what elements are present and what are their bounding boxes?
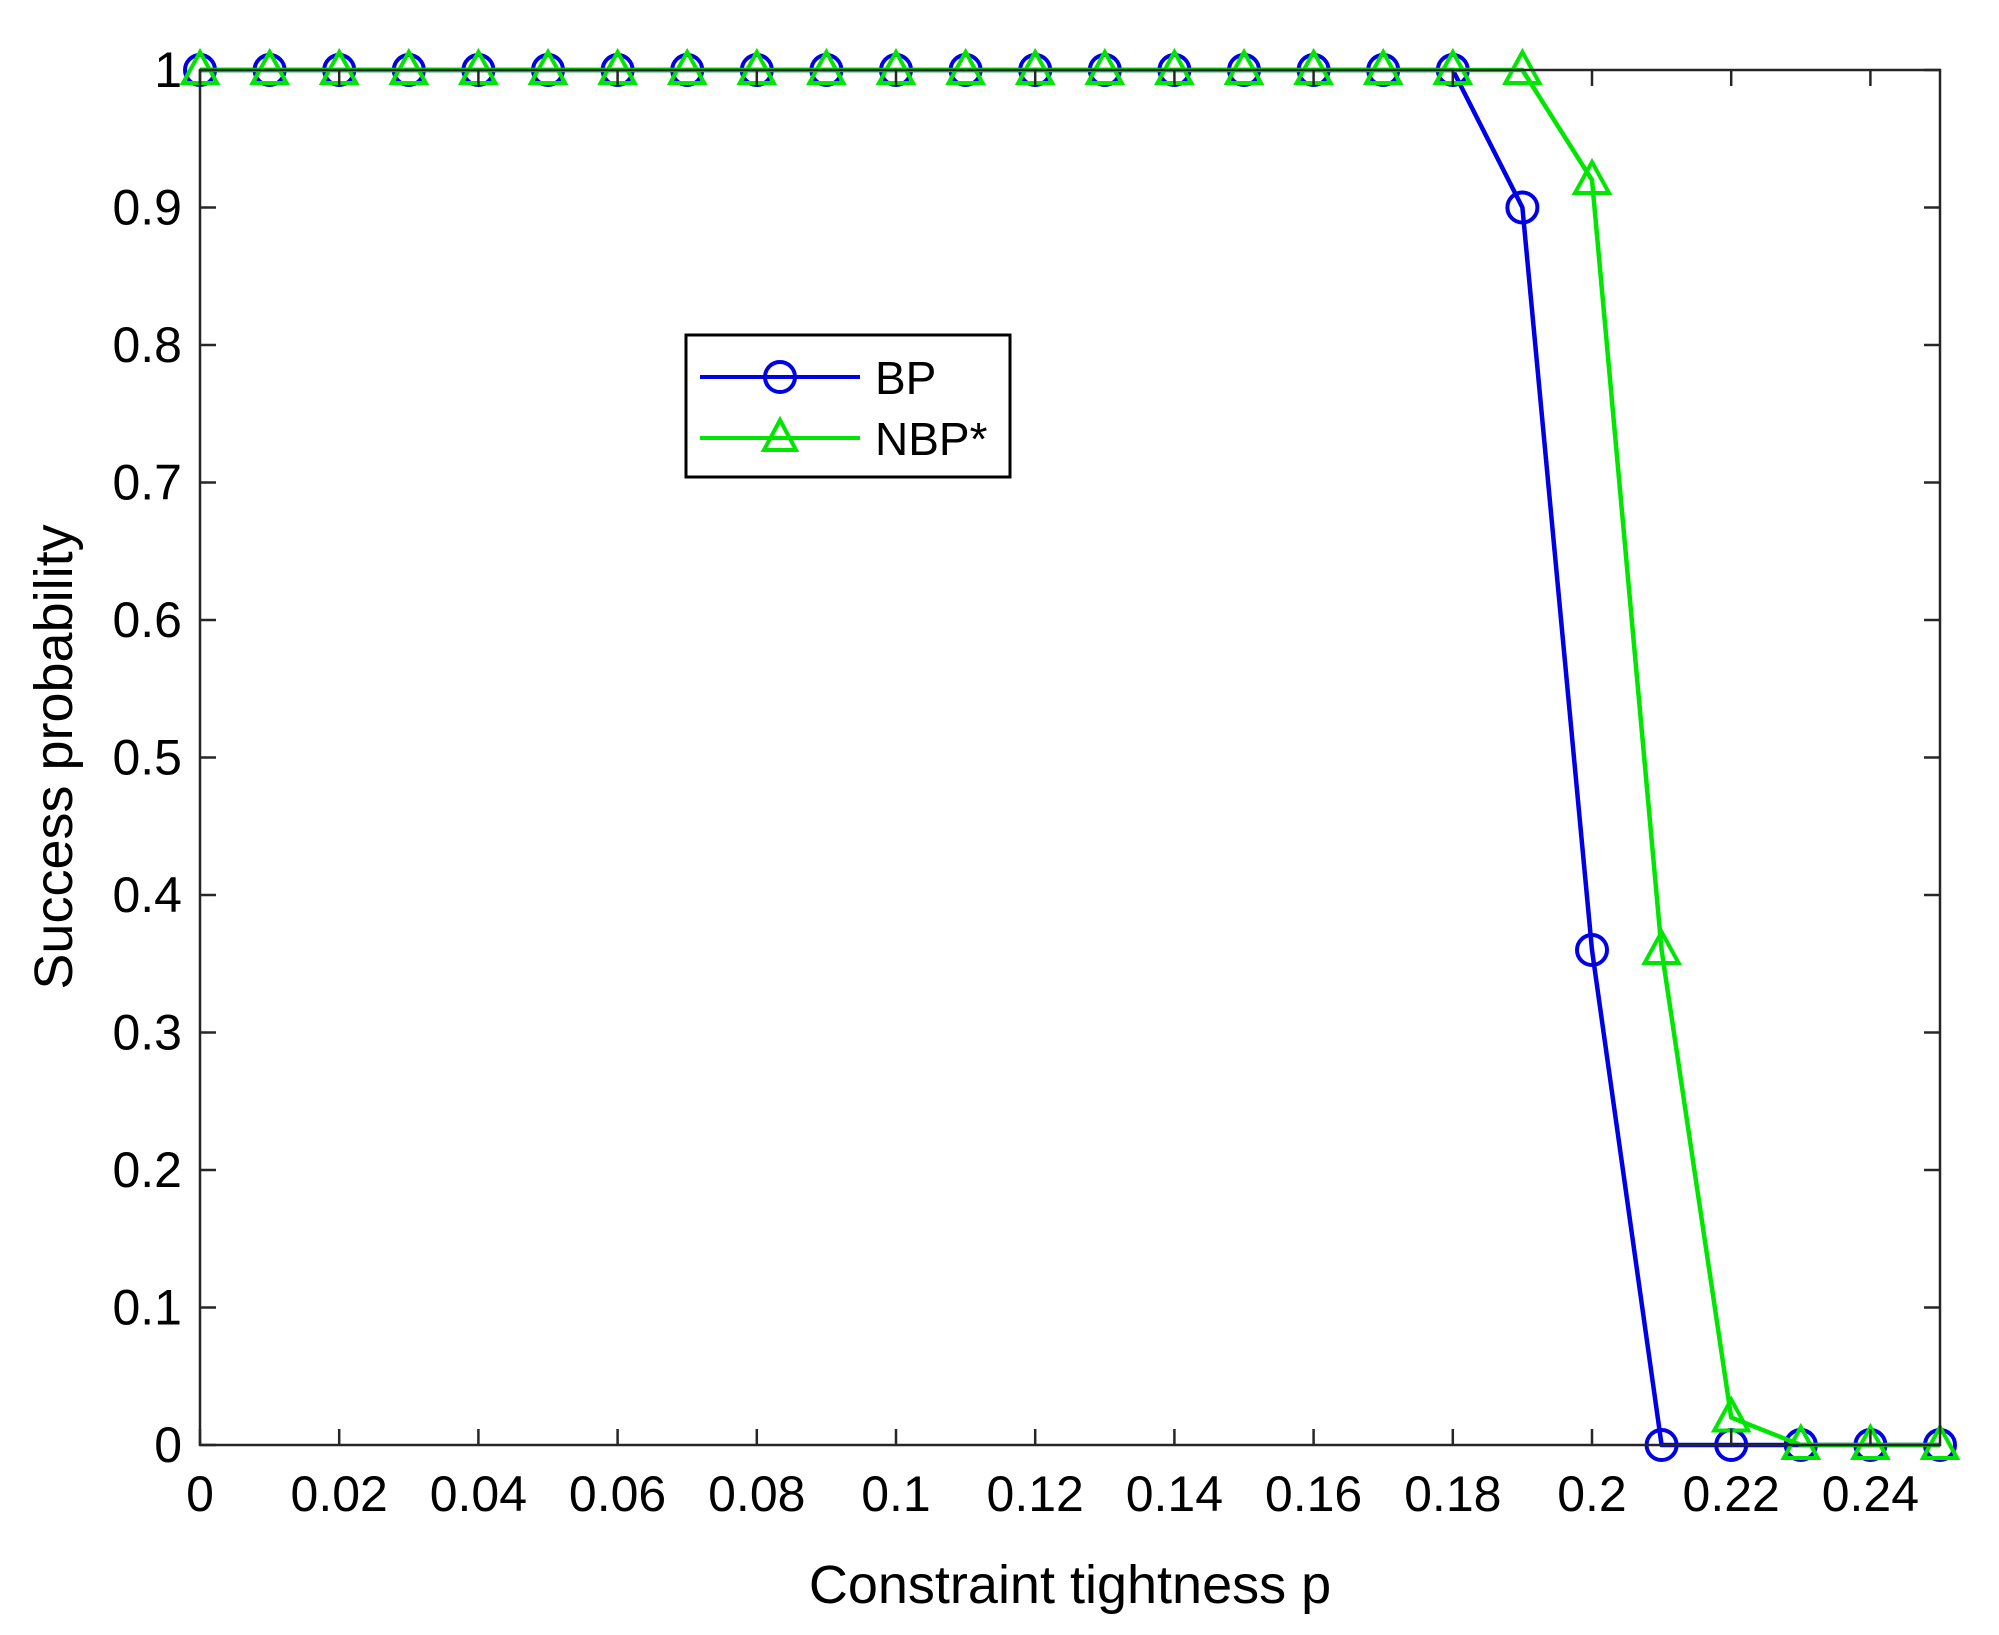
data-point-nbp — [1362, 47, 1404, 85]
y-tick-label: 0.2 — [112, 1142, 182, 1198]
data-point-nbp — [1919, 1422, 1961, 1460]
data-point-nbp — [388, 47, 430, 85]
legend-label-nbp: NBP* — [875, 413, 988, 465]
x-tick-label: 0.1 — [861, 1466, 931, 1522]
x-tick-label: 0.22 — [1683, 1466, 1780, 1522]
data-point-nbp — [1641, 927, 1682, 965]
data-point-nbp — [249, 47, 290, 85]
plot-area-background — [200, 70, 1940, 1445]
x-tick-label: 0.2 — [1557, 1466, 1627, 1522]
y-tick-label: 1 — [154, 42, 182, 98]
x-tick-label: 0.16 — [1265, 1466, 1362, 1522]
legend: BP NBP* — [684, 333, 1012, 479]
legend-marker-bp — [763, 360, 797, 394]
x-axis-label: Constraint tightness p — [809, 1555, 1331, 1615]
legend-label-bp: BP — [875, 352, 936, 404]
data-point-nbp — [1780, 1422, 1822, 1460]
y-tick-label: 0 — [154, 1417, 182, 1473]
y-tick-label: 0.1 — [112, 1280, 182, 1336]
x-tick-label: 0.06 — [569, 1466, 666, 1522]
y-tick-label: 0.5 — [112, 730, 182, 786]
x-tick-label: 0.12 — [987, 1466, 1084, 1522]
x-tick-label: 0 — [186, 1466, 214, 1522]
x-tick-label: 0.24 — [1822, 1466, 1919, 1522]
data-point-nbp — [1850, 1422, 1891, 1460]
y-tick-label: 0.8 — [112, 317, 182, 373]
y-tick-label: 0.4 — [112, 867, 182, 923]
x-tick-label: 0.14 — [1126, 1466, 1223, 1522]
y-tick-label: 0.6 — [112, 592, 182, 648]
data-point-nbp — [1084, 47, 1126, 85]
tick-layer: 0 0.02 0.04 0.06 0.08 0.1 0.12 0.14 0.16 0.18 0.2 0… — [112, 42, 1940, 1522]
data-point-nbp — [945, 47, 986, 85]
data-point-nbp — [806, 47, 847, 85]
data-point-nbp — [1571, 157, 1613, 195]
x-tick-label: 0.02 — [291, 1466, 388, 1522]
x-tick-label: 0.04 — [430, 1466, 527, 1522]
data-point-nbp — [1223, 47, 1265, 85]
data-point-nbp — [666, 47, 708, 85]
data-point-nbp — [1502, 47, 1543, 85]
y-tick-label: 0.7 — [112, 455, 182, 511]
legend-box — [684, 333, 1012, 479]
x-tick-label: 0.18 — [1404, 1466, 1501, 1522]
data-point-bp — [1575, 933, 1609, 967]
data-point-nbp — [527, 47, 569, 85]
legend-marker-nbp — [760, 415, 800, 452]
data-point-bp — [1505, 190, 1540, 225]
y-tick-label: 0.3 — [112, 1005, 182, 1061]
y-axis-label: Success probability — [24, 524, 84, 989]
x-tick-label: 0.08 — [708, 1466, 805, 1522]
y-tick-label: 0.9 — [112, 180, 182, 236]
